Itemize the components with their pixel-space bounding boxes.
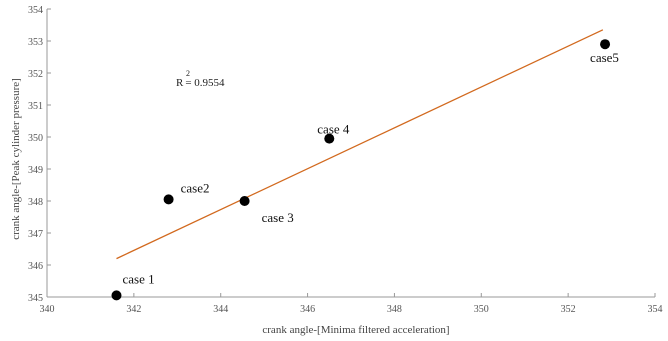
x-tick-label: 342 xyxy=(126,304,141,315)
point-label: case 3 xyxy=(262,210,294,225)
y-tick-label: 351 xyxy=(28,101,43,112)
y-tick-label: 352 xyxy=(28,69,43,80)
data-point xyxy=(324,133,335,144)
y-tick-label: 349 xyxy=(28,165,43,176)
r-squared-letter: R xyxy=(176,77,184,89)
y-tick-label: 348 xyxy=(28,197,43,208)
x-tick-label: 350 xyxy=(474,304,489,315)
data-point xyxy=(600,39,611,50)
x-tick-label: 348 xyxy=(387,304,402,315)
data-point xyxy=(239,196,250,206)
y-axis-label: crank angle-[Peak cylinder pressure] xyxy=(10,78,22,240)
x-ticks: 340 342 344 346 348 350 352 354 xyxy=(40,293,663,315)
y-tick-label: 345 xyxy=(28,293,43,304)
axes xyxy=(46,9,655,298)
trendline xyxy=(116,29,604,260)
r-squared-value: = 0.9554 xyxy=(185,77,225,89)
data-point xyxy=(163,194,174,205)
y-tick-label: 354 xyxy=(28,5,43,16)
data-point xyxy=(111,290,122,301)
y-tick-label: 350 xyxy=(28,133,43,144)
x-tick-label: 352 xyxy=(561,304,576,315)
point-label: case5 xyxy=(590,50,619,65)
x-axis-label: crank angle-[Minima filtered acceleratio… xyxy=(262,324,449,336)
x-tick-label: 354 xyxy=(648,304,663,315)
r-squared-label: R = 0.9554 xyxy=(176,77,225,89)
x-tick-label: 340 xyxy=(40,304,55,315)
x-tick-label: 344 xyxy=(213,304,228,315)
point-labels: case 1 case2 case 3 case 4 case5 xyxy=(122,50,618,286)
r-squared-superscript: 2 xyxy=(186,69,190,78)
x-tick-label: 346 xyxy=(300,304,315,315)
data-points xyxy=(111,39,611,301)
y-tick-label: 353 xyxy=(28,37,43,48)
point-label: case2 xyxy=(181,180,210,195)
point-label: case 4 xyxy=(317,122,350,137)
y-ticks: 345 346 347 348 349 350 351 352 353 354 xyxy=(28,5,51,304)
y-tick-label: 347 xyxy=(28,229,43,240)
y-tick-label: 346 xyxy=(28,261,43,272)
point-label: case 1 xyxy=(122,271,154,286)
